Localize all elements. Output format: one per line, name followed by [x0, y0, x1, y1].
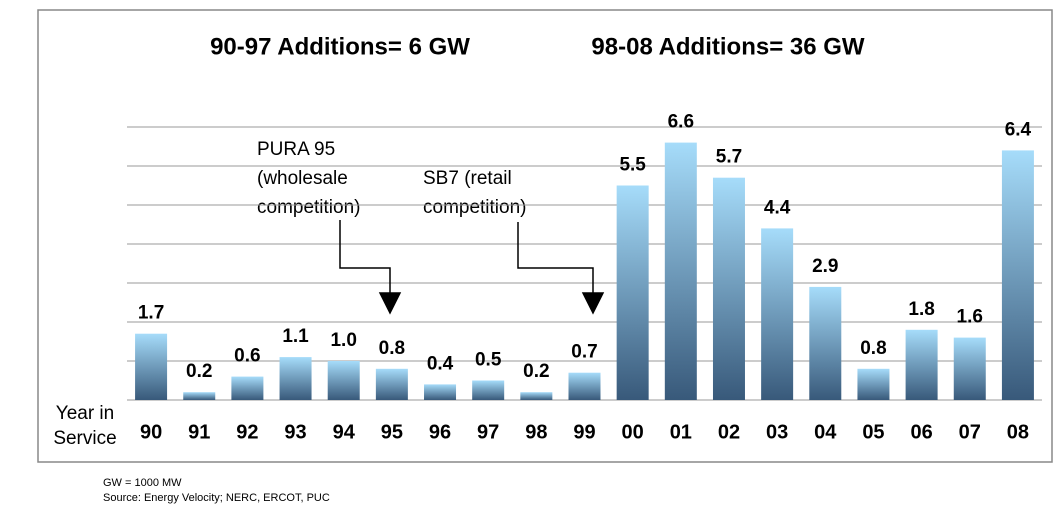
x-tick-label: 08 — [1007, 421, 1029, 443]
bar — [761, 228, 794, 400]
bar — [520, 392, 553, 400]
value-label: 1.0 — [330, 330, 356, 351]
x-tick-label: 94 — [333, 421, 356, 443]
bar — [135, 333, 168, 400]
x-tick-label: 02 — [718, 421, 740, 443]
x-tick-label: 05 — [862, 421, 884, 443]
value-label: 0.5 — [475, 350, 502, 371]
footnote: Source: Energy Velocity; NERC, ERCOT, PU… — [103, 492, 330, 504]
annotation: (wholesale — [257, 168, 348, 189]
x-axis-label: Year in — [56, 403, 114, 424]
arrow — [339, 220, 605, 315]
x-tick-label: 06 — [910, 421, 932, 443]
value-label: 0.2 — [523, 361, 549, 382]
x-axis-label: Service — [53, 428, 116, 449]
bar — [472, 380, 505, 400]
bar — [712, 177, 745, 400]
bar — [279, 357, 312, 400]
value-label: 6.4 — [1005, 119, 1032, 140]
value-label: 5.5 — [619, 155, 646, 176]
x-tick-label: 01 — [670, 421, 692, 443]
value-label: 0.2 — [186, 361, 212, 382]
value-label: 5.7 — [716, 147, 742, 168]
bar — [953, 337, 986, 400]
annotation: competition) — [257, 197, 361, 218]
annotation: competition) — [423, 197, 527, 218]
bar — [809, 286, 842, 400]
value-label: 2.9 — [812, 256, 838, 277]
x-tick-label: 98 — [525, 421, 547, 443]
bar — [375, 368, 408, 400]
bar — [616, 185, 649, 400]
value-label: 0.7 — [571, 342, 597, 363]
bar — [905, 329, 938, 400]
bar — [424, 384, 457, 400]
value-label: 1.6 — [957, 307, 983, 328]
value-label: 0.4 — [427, 353, 454, 374]
bar — [231, 376, 264, 400]
value-label: 1.1 — [282, 326, 309, 347]
bar — [1001, 150, 1034, 400]
value-label: 6.6 — [668, 112, 694, 133]
bar — [327, 361, 360, 400]
x-tick-label: 90 — [140, 421, 162, 443]
footnote: GW = 1000 MW — [103, 477, 182, 489]
bar — [664, 142, 697, 400]
x-tick-label: 07 — [959, 421, 981, 443]
x-tick-label: 92 — [236, 421, 258, 443]
x-tick-label: 04 — [814, 421, 837, 443]
x-tick-label: 00 — [622, 421, 644, 443]
title-right: 98-08 Additions= 36 GW — [591, 33, 865, 60]
annotation: SB7 (retail — [423, 168, 512, 189]
x-tick-label: 97 — [477, 421, 499, 443]
x-tick-label: 91 — [188, 421, 210, 443]
value-label: 0.6 — [234, 346, 260, 367]
value-label: 0.8 — [379, 338, 405, 359]
value-label: 0.8 — [860, 338, 886, 359]
value-label: 1.7 — [138, 303, 164, 324]
title-left: 90-97 Additions= 6 GW — [210, 33, 470, 60]
annotation: PURA 95 — [257, 139, 335, 160]
value-label: 1.8 — [908, 299, 934, 320]
value-label: 4.4 — [764, 197, 791, 218]
x-tick-label: 03 — [766, 421, 788, 443]
bar — [568, 372, 601, 400]
bar — [183, 392, 216, 400]
x-tick-label: 93 — [284, 421, 306, 443]
bar — [857, 368, 890, 400]
x-tick-label: 95 — [381, 421, 403, 443]
x-tick-label: 99 — [573, 421, 595, 443]
frame — [37, 9, 1053, 463]
x-tick-label: 96 — [429, 421, 451, 443]
